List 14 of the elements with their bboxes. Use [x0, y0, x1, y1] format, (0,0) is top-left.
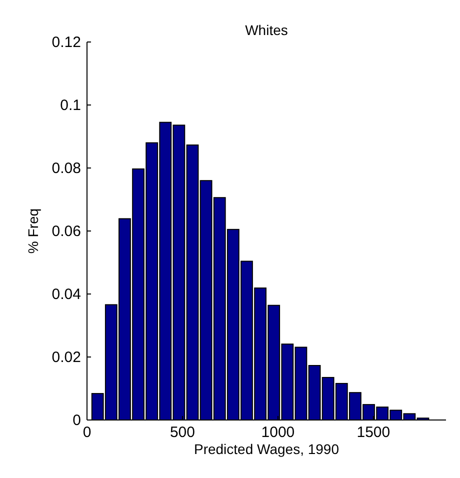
x-tick-label: 1000 — [261, 424, 295, 441]
y-tick-label: 0.1 — [60, 97, 81, 114]
x-tick-label: 0 — [82, 424, 92, 441]
y-tick-label: 0.04 — [52, 286, 81, 303]
y-tick-label: 0 — [72, 412, 81, 429]
y-tick-label: 0.08 — [52, 160, 81, 177]
y-axis-title: % Freq — [25, 208, 41, 254]
x-axis-title: Predicted Wages, 1990 — [194, 441, 340, 457]
chart-title: Whites — [245, 22, 288, 38]
y-tick-label: 0.02 — [52, 349, 81, 366]
x-tick-label: 500 — [170, 424, 195, 441]
x-tick-label: 1500 — [356, 424, 390, 441]
y-tick-label: 0.12 — [52, 34, 81, 51]
y-tick-label: 0.06 — [52, 223, 81, 240]
